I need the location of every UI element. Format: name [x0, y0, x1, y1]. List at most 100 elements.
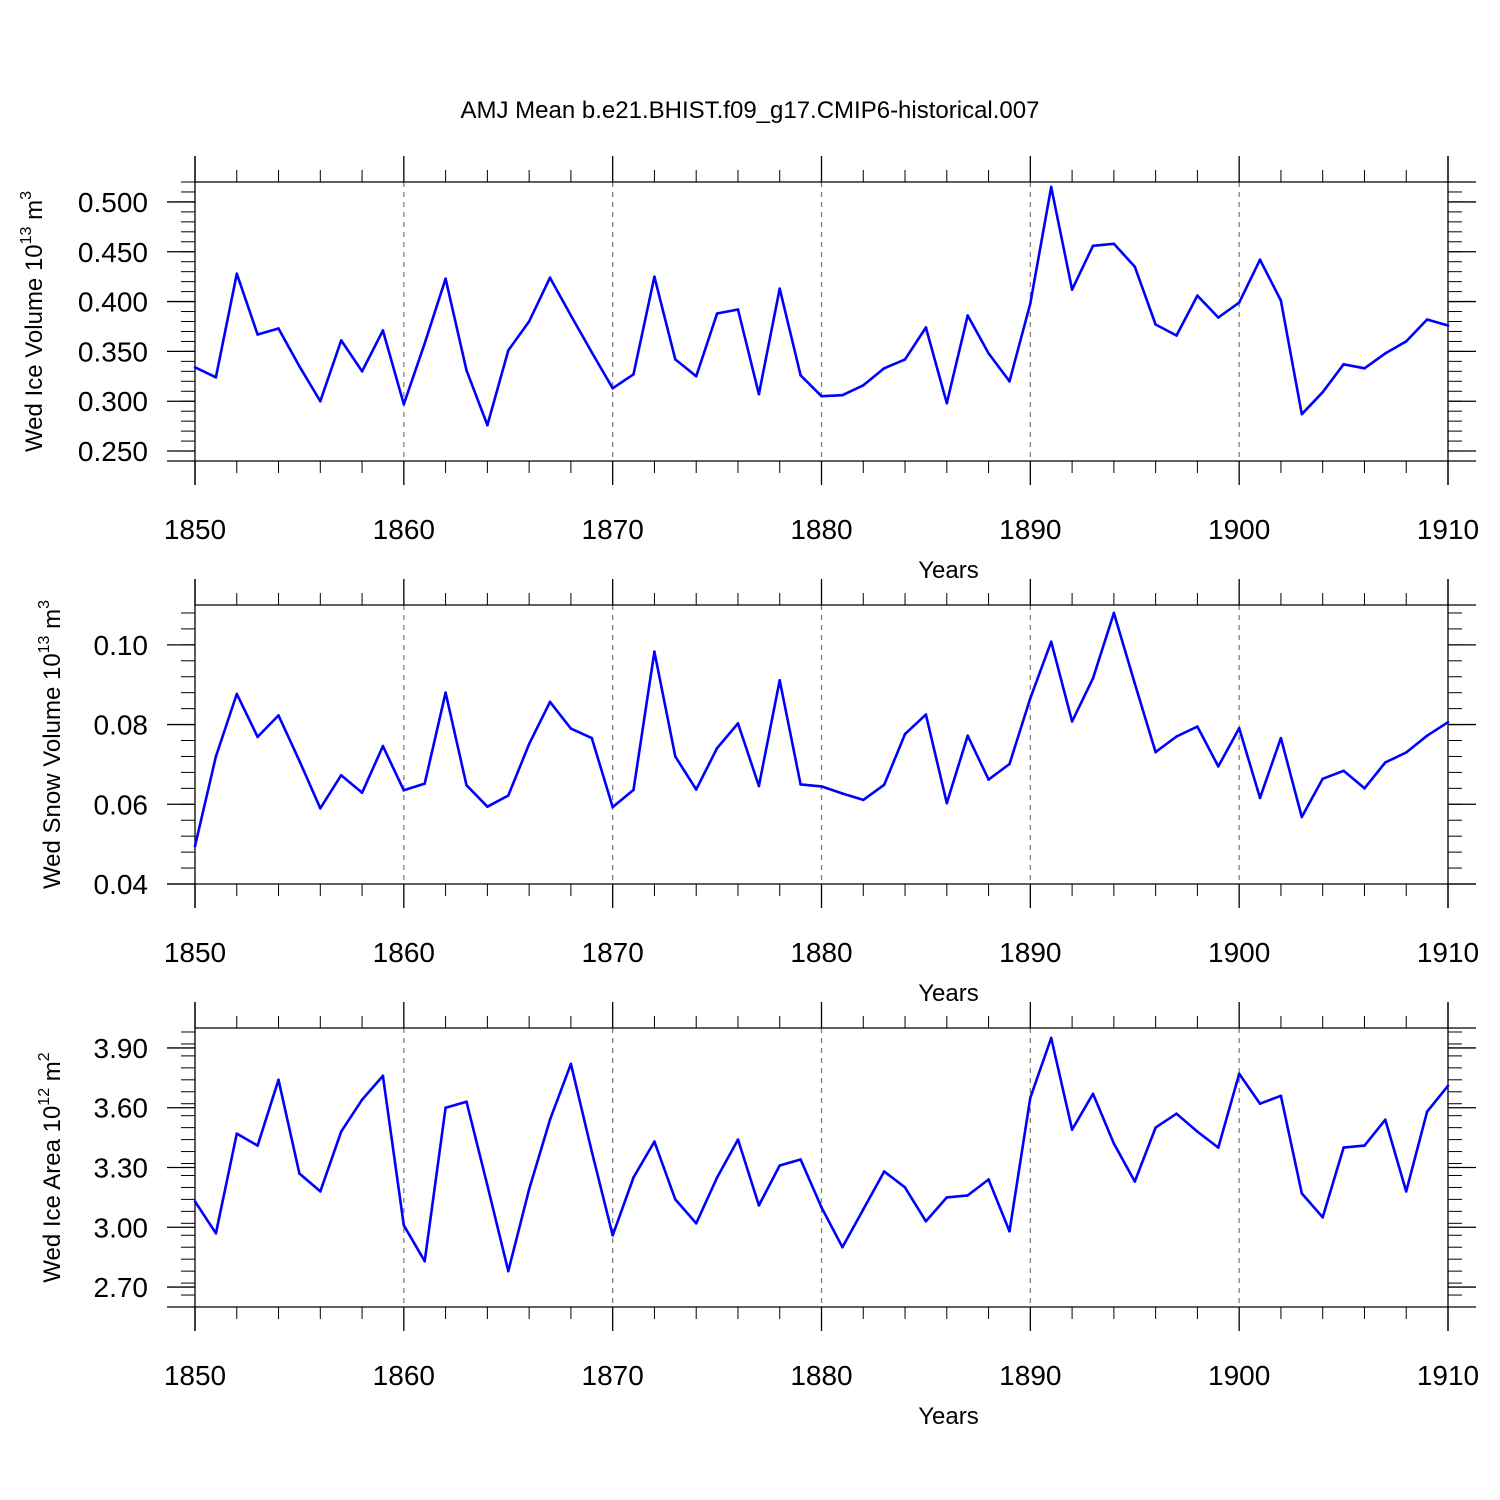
x-tick-label: 1890 — [999, 1360, 1061, 1391]
data-point — [1279, 1094, 1283, 1098]
data-point — [381, 1074, 385, 1078]
data-point — [214, 1231, 218, 1235]
data-point — [987, 778, 990, 781]
data-point — [569, 727, 573, 730]
data-point — [1279, 299, 1283, 302]
data-point — [548, 1118, 552, 1121]
data-point — [1342, 769, 1345, 773]
data-point — [1258, 258, 1262, 262]
data-point — [1008, 1229, 1011, 1233]
data-point — [799, 374, 802, 377]
data-point — [757, 1204, 761, 1207]
data-point — [1049, 1036, 1053, 1040]
data-point — [674, 358, 677, 361]
data-point — [360, 370, 364, 373]
data-point — [820, 1206, 823, 1209]
data-point — [1446, 720, 1450, 724]
data-point — [1258, 796, 1262, 800]
data-point — [1029, 1096, 1032, 1100]
data-point — [193, 844, 197, 848]
data-point — [1237, 726, 1241, 730]
data-point — [674, 755, 677, 758]
data-point — [1321, 1216, 1324, 1219]
x-axis-title: Years — [918, 1403, 979, 1430]
y-tick-label: 0.300 — [78, 386, 148, 417]
data-point — [506, 1269, 510, 1273]
data-point — [1279, 736, 1283, 740]
data-point — [1300, 815, 1304, 819]
data-point — [694, 788, 698, 791]
y-tick-label: 0.08 — [94, 710, 149, 741]
y-axis-title: Wed Ice Volume 1013 m3 — [18, 191, 48, 452]
data-point — [1196, 1130, 1199, 1133]
data-point — [1237, 1072, 1241, 1076]
data-point — [423, 782, 427, 785]
data-point — [1216, 765, 1220, 768]
data-point — [423, 342, 427, 345]
data-point — [1133, 265, 1137, 268]
data-point — [319, 1190, 322, 1193]
data-point — [778, 679, 782, 682]
data-point — [924, 326, 928, 329]
data-point — [611, 386, 614, 390]
data-point — [277, 1078, 280, 1082]
data-point — [1112, 611, 1116, 615]
data-point — [1258, 1102, 1262, 1106]
x-tick-label: 1860 — [373, 1360, 435, 1391]
data-point — [966, 1194, 969, 1197]
data-point — [444, 691, 447, 694]
data-point — [1029, 696, 1032, 700]
data-point — [715, 312, 719, 315]
data-point — [319, 399, 322, 403]
data-point — [527, 320, 531, 323]
data-point — [1070, 288, 1074, 291]
data-point — [486, 805, 489, 808]
data-point — [1133, 1180, 1137, 1183]
data-point — [1216, 316, 1220, 319]
data-point — [736, 722, 740, 725]
x-tick-label: 1860 — [373, 937, 435, 968]
data-point — [861, 1208, 865, 1211]
data-point — [1049, 640, 1053, 643]
data-point — [1321, 390, 1324, 394]
data-point — [569, 314, 573, 317]
data-point — [402, 1223, 406, 1227]
data-point — [1112, 1142, 1116, 1145]
data-point — [778, 287, 782, 290]
data-point — [339, 339, 343, 342]
data-point — [235, 692, 239, 696]
y-tick-label: 3.30 — [94, 1153, 149, 1184]
y-tick-label: 0.350 — [78, 336, 148, 367]
data-point — [841, 792, 844, 795]
chart-title: AMJ Mean b.e21.BHIST.f09_g17.CMIP6-histo… — [461, 97, 1040, 124]
data-point — [235, 1132, 239, 1135]
data-point — [235, 272, 239, 275]
data-point — [1425, 734, 1429, 738]
data-point — [277, 327, 280, 330]
data-point — [360, 791, 364, 795]
data-point — [214, 376, 218, 379]
chart-panel-3: 1850 1860 1870 1880 1890 1900 1910 2.70 3.00 3.30… — [36, 1002, 1479, 1430]
data-point — [1404, 1190, 1408, 1193]
data-point — [1404, 340, 1408, 343]
data-point — [256, 1144, 259, 1147]
data-point — [193, 366, 197, 369]
y-tick-label: 3.00 — [94, 1212, 149, 1243]
data-point — [214, 755, 218, 758]
panels: 1850 1860 1870 1880 1890 1900 1910 0.250 0.300 0.… — [18, 156, 1479, 1430]
data-point — [193, 1200, 197, 1203]
data-point — [945, 401, 949, 405]
data-point — [465, 783, 468, 787]
data-point — [987, 1178, 990, 1181]
data-point — [611, 1233, 614, 1237]
data-point — [1029, 302, 1032, 305]
data-point — [1070, 720, 1074, 723]
x-tick-label: 1900 — [1208, 514, 1270, 545]
data-point — [653, 275, 656, 278]
data-point — [1300, 1192, 1304, 1195]
y-tick-label: 0.10 — [94, 630, 149, 661]
data-point — [757, 784, 761, 788]
data-point — [1008, 379, 1011, 383]
y-tick-label: 3.60 — [94, 1093, 149, 1124]
y-tick-label: 0.500 — [78, 187, 148, 218]
